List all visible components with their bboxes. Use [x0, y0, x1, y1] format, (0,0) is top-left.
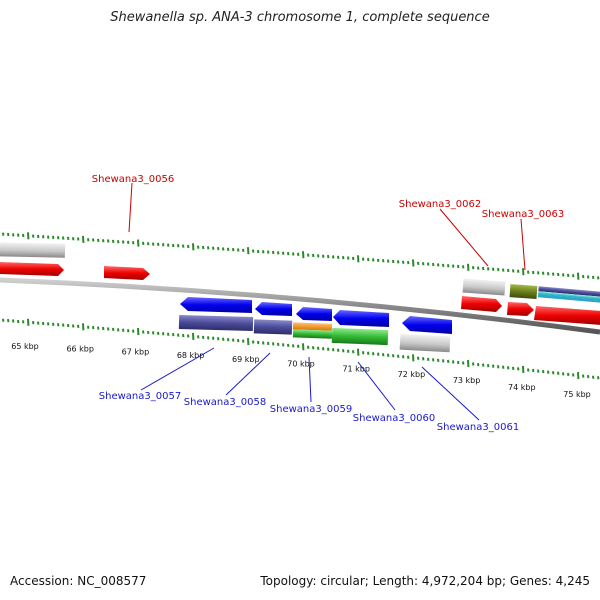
forward-gene-arrow [461, 296, 502, 312]
tick-label: 71 kbp [342, 365, 370, 374]
gene-block [178, 314, 254, 332]
tick-label: 72 kbp [398, 370, 426, 379]
callout-line [357, 361, 396, 411]
gene-block [399, 333, 451, 353]
tick-labels: 65 kbp 66 kbp 67 kbp 68 kbp 69 kbp 70 kbp 71 k… [11, 342, 591, 399]
gene-block [0, 242, 66, 258]
reverse-gene-arrow [255, 302, 292, 316]
callout-line [421, 366, 480, 421]
gene-label-shewana3-0061[interactable]: Shewana3_0061 [437, 422, 519, 433]
gene-label-shewana3-0059[interactable]: Shewana3_0059 [270, 404, 352, 415]
reverse-gene-arrow [296, 307, 332, 321]
gene-label-shewana3-0056[interactable]: Shewana3_0056 [92, 174, 174, 185]
gene-block [292, 329, 333, 339]
callout-line [128, 182, 133, 233]
tick-label: 69 kbp [232, 355, 260, 364]
map-title: Shewanella sp. ANA-3 chromosome 1, compl… [110, 10, 490, 25]
reverse-gene-arrow [402, 316, 452, 334]
tick-label: 70 kbp [287, 360, 315, 369]
gene-block [253, 319, 293, 335]
callout-line [140, 347, 215, 391]
gene-label-shewana3-0063[interactable]: Shewana3_0063 [482, 209, 564, 220]
gene-label-shewana3-0060[interactable]: Shewana3_0060 [353, 413, 435, 424]
tick-label: 66 kbp [66, 344, 94, 353]
forward-gene-arrow [507, 302, 534, 316]
gene-block [462, 278, 506, 296]
gene-block [292, 322, 333, 331]
callout-line [225, 352, 271, 396]
forward-features [0, 242, 600, 325]
callout-line [308, 356, 312, 403]
accession-text: Accession: NC_008577 [10, 574, 147, 588]
forward-gene-arrow [534, 306, 600, 325]
inner-tick-row [2, 318, 600, 380]
genome-summary: Topology: circular; Length: 4,972,204 bp… [260, 574, 590, 588]
tick-label: 75 kbp [563, 390, 591, 399]
gene-block [537, 286, 600, 303]
callout-line [439, 208, 489, 267]
tick-label: 65 kbp [11, 342, 39, 351]
gene-label-shewana3-0062[interactable]: Shewana3_0062 [399, 199, 481, 210]
callout-lines [128, 182, 526, 421]
gene-block [331, 327, 389, 346]
gene-label-shewana3-0058[interactable]: Shewana3_0058 [184, 397, 266, 408]
forward-gene-arrow [104, 266, 150, 280]
tick-label: 67 kbp [122, 347, 150, 356]
reverse-gene-arrow [333, 310, 389, 327]
tick-label: 68 kbp [177, 351, 205, 360]
gene-label-shewana3-0057[interactable]: Shewana3_0057 [99, 391, 181, 402]
outer-tick-row [2, 232, 600, 280]
reverse-features [178, 297, 452, 353]
gene-block [509, 284, 538, 299]
chromosome-backbone [0, 277, 600, 335]
reverse-gene-arrow [180, 297, 252, 313]
forward-gene-arrow [0, 262, 64, 276]
callout-line [520, 218, 526, 271]
tick-label: 74 kbp [508, 383, 536, 392]
tick-label: 73 kbp [453, 376, 481, 385]
